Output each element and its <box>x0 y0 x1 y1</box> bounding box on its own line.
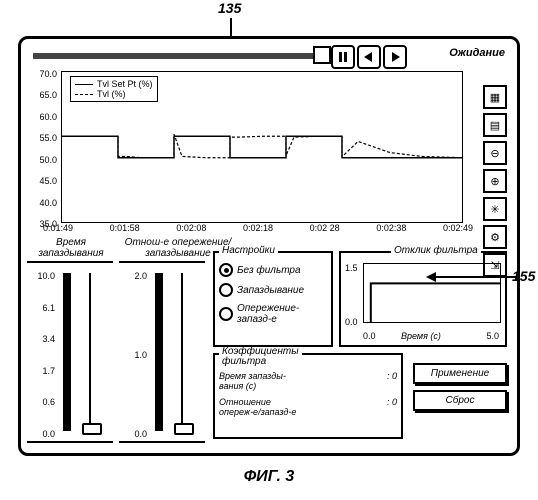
gauge-tick: 2.0 <box>123 271 147 281</box>
main-chart: Tvl Set Pt (%) Tvl (%) <box>61 71 463 223</box>
settings-icon[interactable]: ⚙ <box>483 225 507 249</box>
playback-controls <box>331 45 407 69</box>
resp-y1: 1.5 <box>345 263 358 273</box>
callout-155-line <box>434 276 516 278</box>
radio-option[interactable]: Без фильтра <box>219 263 327 277</box>
coeffs-title: Коэффициенты фильтра <box>219 347 302 367</box>
y-tick: 45.0 <box>29 176 57 186</box>
gauge-tick: 1.7 <box>31 366 55 376</box>
radio-label: Запаздывание <box>237 285 304 296</box>
resp-x0: 0.0 <box>363 331 376 341</box>
figure-canvas: 135 Ожидание Tvl Set Pt (%) Tvl (%) <box>0 0 538 500</box>
coeffs-group: Коэффициенты фильтра Время запазды- вани… <box>213 353 403 439</box>
x-tick: 0:02 28 <box>310 223 340 233</box>
legend-setpoint: Tvl Set Pt (%) <box>97 79 153 89</box>
gauge-tick: 3.4 <box>31 334 55 344</box>
y-tick: 50.0 <box>29 155 57 165</box>
radio-label: Без фильтра <box>237 265 301 276</box>
gauge-ratio-bar <box>155 273 163 431</box>
step-back-button[interactable] <box>357 45 381 69</box>
x-tick: 0:02:49 <box>443 223 473 233</box>
zoom-out-icon[interactable]: ⊖ <box>483 141 507 165</box>
x-tick: 0:02:38 <box>376 223 406 233</box>
zoom-in-icon[interactable]: ⊕ <box>483 169 507 193</box>
status-text: Ожидание <box>449 47 505 59</box>
gauge-delay-title: Время запаздывания <box>31 237 111 259</box>
y-tick: 40.0 <box>29 198 57 208</box>
calendar-icon[interactable]: ▦ <box>483 85 507 109</box>
timeline-track[interactable] <box>33 53 323 59</box>
gauge-tick: 0.0 <box>31 429 55 439</box>
response-group: Отклик фильтра 1.5 0.0 0.0 Время (с) 5.0 <box>339 251 507 347</box>
y-tick: 60.0 <box>29 112 57 122</box>
figure-caption: ФИГ. 3 <box>0 468 538 486</box>
gauge-ratio-knob[interactable] <box>174 423 194 435</box>
radio-label: Опережение- запазд-е <box>237 303 299 325</box>
x-tick: 0:01:58 <box>110 223 140 233</box>
y-tick: 55.0 <box>29 133 57 143</box>
gauge-ratio-track[interactable] <box>181 273 183 431</box>
gauge-delay-knob[interactable] <box>82 423 102 435</box>
resp-xlabel: Время (с) <box>401 331 441 341</box>
resp-y0: 0.0 <box>345 317 358 327</box>
gauge-ratio: 2.0 1.0 0.0 <box>119 261 205 443</box>
pause-button[interactable] <box>331 45 355 69</box>
coeff-ratio-label: Отношение опереж-е/запазд-е <box>219 397 296 417</box>
response-title: Отклик фильтра <box>391 245 481 256</box>
timeline-handle[interactable] <box>313 46 331 64</box>
grid-icon[interactable]: ▤ <box>483 113 507 137</box>
x-tick: 0:01:49 <box>43 223 73 233</box>
callout-135-line <box>230 18 232 36</box>
resp-x1: 5.0 <box>486 331 499 341</box>
step-forward-button[interactable] <box>383 45 407 69</box>
tool-icons: ▦ ▤ ⊖ ⊕ ✳ ⚙ ⇲ <box>483 85 507 277</box>
command-buttons: Применение Сброс <box>413 363 507 417</box>
gauge-tick: 6.1 <box>31 303 55 313</box>
radio-option[interactable]: Опережение- запазд-е <box>219 303 327 325</box>
callout-135: 135 <box>218 0 241 16</box>
y-tick: 65.0 <box>29 90 57 100</box>
coeff-ratio-value: 0 <box>392 397 397 407</box>
settings-group: Настройки Без фильтраЗапаздываниеОпереже… <box>213 251 333 347</box>
callout-155-arrow <box>426 272 436 282</box>
gauge-delay-track[interactable] <box>89 273 91 431</box>
gauge-tick: 10.0 <box>31 271 55 281</box>
gauge-tick: 0.6 <box>31 397 55 407</box>
chart-icon[interactable]: ✳ <box>483 197 507 221</box>
gauge-tick: 0.0 <box>123 429 147 439</box>
y-tick: 70.0 <box>29 69 57 79</box>
callout-155: 155 <box>512 268 535 284</box>
gauge-tick: 1.0 <box>123 350 147 360</box>
gauge-delay: 10.0 6.1 3.4 1.7 0.6 0.0 <box>27 261 113 443</box>
main-panel: Ожидание Tvl Set Pt (%) Tvl (%) 70.0 65.0… <box>18 36 520 456</box>
radio-option[interactable]: Запаздывание <box>219 283 327 297</box>
gauge-delay-bar <box>63 273 71 431</box>
chart-legend: Tvl Set Pt (%) Tvl (%) <box>70 76 158 102</box>
apply-button[interactable]: Применение <box>413 363 507 384</box>
legend-actual: Tvl (%) <box>97 89 126 99</box>
x-tick: 0:02:18 <box>243 223 273 233</box>
x-tick: 0:02:08 <box>176 223 206 233</box>
reset-button[interactable]: Сброс <box>413 390 507 411</box>
coeff-delay-label: Время запазды- вания (с) <box>219 371 286 391</box>
settings-title: Настройки <box>219 245 278 256</box>
coeff-delay-value: 0 <box>392 371 397 381</box>
